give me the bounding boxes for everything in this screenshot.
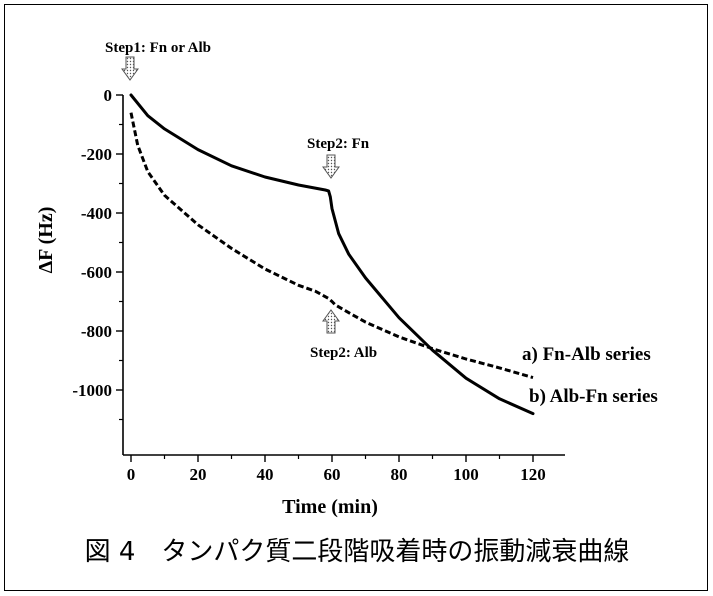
x-axis-title: Time (min): [282, 496, 378, 518]
step1-arrow-icon: [121, 56, 139, 81]
step2-fn-arrow-icon: [322, 154, 340, 179]
annotation-step2-alb-label: Step2: Alb: [310, 345, 377, 361]
y-tick-label: -400: [81, 204, 112, 223]
annotation-step1: Step1: Fn or Alb: [105, 40, 211, 81]
x-tick-label: 100: [453, 465, 479, 484]
figure-caption: 図 4 タンパク質二段階吸着時の振動減衰曲線: [85, 537, 630, 567]
x-tick-label: 20: [190, 465, 207, 484]
x-tick-label: 80: [391, 465, 408, 484]
annotation-step2-alb: Step2: Alb: [310, 309, 377, 361]
x-tick-label: 60: [324, 465, 341, 484]
y-tick-label: 0: [104, 86, 113, 105]
y-axis-title: ΔF (Hz): [35, 207, 57, 274]
x-tick-label: 0: [127, 465, 136, 484]
x-tick-label: 120: [520, 465, 546, 484]
series-layer: [129, 93, 535, 416]
annotation-step1-label: Step1: Fn or Alb: [105, 40, 211, 56]
series-label-b: b) Alb-Fn series: [529, 386, 658, 407]
figure-frame: [4, 4, 708, 591]
series-line-a: [129, 93, 535, 416]
series-line-b: [129, 112, 534, 380]
step2-alb-arrow-icon: [322, 309, 340, 334]
annotation-step2-fn: Step2: Fn: [307, 136, 370, 179]
ticks: 0 20 40 60 80 100 120 0 -200 -400 -600 -800 -1000: [72, 86, 545, 484]
x-tick-label: 40: [257, 465, 274, 484]
axes: [122, 95, 565, 456]
y-tick-label: -1000: [72, 381, 112, 400]
y-tick-label: -200: [81, 145, 112, 164]
series-label-a: a) Fn-Alb series: [522, 344, 651, 365]
annotation-step2-fn-label: Step2: Fn: [307, 136, 370, 152]
y-tick-label: -800: [81, 322, 112, 341]
y-tick-label: -600: [81, 263, 112, 282]
